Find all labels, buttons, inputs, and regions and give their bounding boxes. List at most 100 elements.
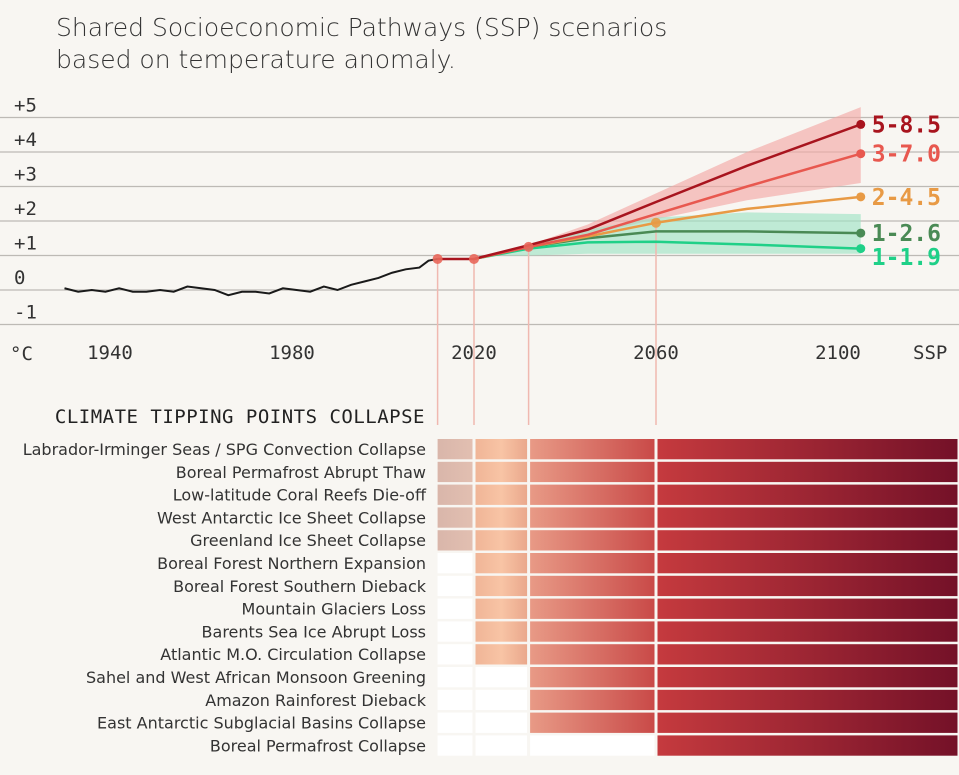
heatmap-cell [437,712,473,733]
series-label: 1-2.6 [872,221,941,247]
heatmap-cell [530,575,655,597]
heatmap-cell [475,644,528,665]
heatmap-cell [657,735,958,756]
x-tick-label: 2060 [633,342,679,364]
series-label: 3-7.0 [872,142,941,168]
heatmap-cell [437,621,473,642]
y-unit-label: °C [10,343,33,365]
tipping-point-label: Sahel and West African Monsoon Greening [86,668,426,687]
heatmap-cell [657,553,958,574]
threshold-marker [469,253,479,264]
heatmap-cell [475,598,528,619]
tipping-point-label: Boreal Permafrost Collapse [210,736,426,755]
tipping-point-label: Mountain Glaciers Loss [242,600,426,619]
heatmap-cell [437,553,473,574]
heatmap-cell [475,507,528,528]
series-end-point [856,244,866,254]
title-line-1: Shared Socioeconomic Pathways (SSP) scen… [56,13,668,42]
heatmap-cell [437,439,473,460]
series-line-5-8.5 [473,123,862,261]
tipping-point-label: Greenland Ice Sheet Collapse [190,531,426,550]
heatmap-cell [530,712,655,733]
series-end-point [856,119,866,129]
heatmap-cell [475,530,528,551]
heatmap-cell [437,689,473,711]
heatmap-cell [437,667,473,688]
heatmap-cell [475,484,528,505]
tipping-point-label: Low-latitude Coral Reefs Die-off [173,486,427,505]
heatmap-title: CLIMATE TIPPING POINTS COLLAPSE [55,406,425,428]
heatmap-cell [657,484,958,505]
series-label: 1-1.9 [872,245,941,271]
series-line-1-1.9 [473,240,861,261]
heatmap-cell [657,667,958,688]
chart-title: Shared Socioeconomic Pathways (SSP) scen… [56,12,667,76]
y-tick-label: +3 [14,164,37,186]
heatmap-cell [475,461,528,483]
heatmap-cell [657,689,958,711]
heatmap-cell [437,484,473,505]
heatmap-cell [530,439,655,460]
heatmap-cell [475,439,528,460]
y-tick-label: +5 [14,95,37,117]
tipping-point-label: West Antarctic Ice Sheet Collapse [157,508,426,527]
heatmap-cell [475,712,528,733]
tipping-point-label: Boreal Forest Northern Expansion [157,554,426,573]
heatmap-cell [437,461,473,483]
y-tick-label: 0 [14,267,25,289]
y-tick-label: -1 [14,302,37,324]
heatmap-cell [475,553,528,574]
historical-line [64,257,438,297]
ssp-axis-label: SSP [913,342,947,364]
series-label: 2-4.5 [872,185,941,211]
y-tick-label: +1 [14,233,37,255]
heatmap-cell [530,530,655,551]
tipping-point-label: Barents Sea Ice Abrupt Loss [202,622,426,641]
heatmap-cell [437,598,473,619]
heatmap-cell [530,461,655,483]
heatmap-cell [657,530,958,551]
heatmap-cell [657,712,958,733]
series-label: 5-8.5 [872,112,941,138]
tipping-point-label: Amazon Rainforest Dieback [205,691,426,710]
heatmap-cell [657,644,958,665]
x-tick-label: 1980 [269,342,315,364]
heatmap-cell [530,621,655,642]
heatmap-cell [437,575,473,597]
threshold-marker [651,217,661,228]
heatmap-cell [530,689,655,711]
heatmap-cell [475,667,528,688]
heatmap-cell [530,735,655,756]
heatmap-cell [437,735,473,756]
x-tick-label: 1940 [87,342,133,364]
heatmap-cell [657,598,958,619]
heatmap-cell [657,575,958,597]
heatmap-cell [530,553,655,574]
heatmap-cell [657,507,958,528]
tipping-point-label: Labrador-Irminger Seas / SPG Convection … [23,440,426,459]
heatmap-cell [437,530,473,551]
heatmap-cell [475,575,528,597]
series-end-point [856,149,866,159]
heatmap-cell [530,507,655,528]
x-tick-label: 2100 [815,342,861,364]
heatmap-cell [530,667,655,688]
heatmap-cell [475,621,528,642]
series-end-point [856,192,866,202]
heatmap-cell [530,484,655,505]
uncertainty-band [528,107,861,247]
series-line-3-7.0 [473,152,862,261]
heatmap-cell [475,735,528,756]
tipping-point-label: East Antarctic Subglacial Basins Collaps… [97,714,426,733]
heatmap-cell [475,689,528,711]
heatmap-cell [657,439,958,460]
threshold-marker [432,253,443,264]
heatmap-cell [657,621,958,642]
y-tick-label: +4 [14,129,37,151]
series-end-point [856,228,866,238]
title-line-2: based on temperature anomaly. [56,45,456,74]
heatmap-cell [437,507,473,528]
heatmap-cell [437,644,473,665]
tipping-point-label: Atlantic M.O. Circulation Collapse [160,645,426,664]
